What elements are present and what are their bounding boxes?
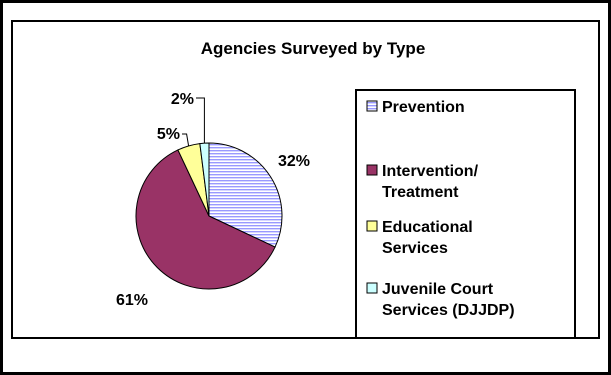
legend-swatch-educational-services — [366, 220, 378, 232]
legend-label-prevention: Prevention — [382, 99, 465, 116]
legend-item-juvenile-court-services: Juvenile Court Services (DJJDP) — [366, 281, 515, 319]
legend-label-juvenile-court-services: Juvenile Court Services (DJJDP) — [382, 281, 515, 319]
legend-swatch-intervention-treatment — [366, 164, 378, 176]
data-label-prevention: 32% — [278, 153, 310, 170]
leader-line-juvenile-court-services — [196, 97, 205, 144]
pie — [135, 142, 283, 290]
data-label-juvenile-court-services: 2% — [171, 91, 194, 108]
legend-swatch-prevention — [366, 100, 378, 112]
pie-slice-prevention — [208, 142, 283, 248]
legend-label-intervention-treatment: Intervention/Treatment — [382, 163, 479, 201]
data-label-intervention-treatment: 61% — [116, 292, 148, 309]
data-label-educational-services: 5% — [157, 126, 180, 143]
pie-slice-juvenile-court-services — [199, 142, 210, 217]
legend-swatch-juvenile-court-services — [366, 282, 378, 294]
legend-label-educational-services: Educational Services — [382, 219, 473, 257]
legend-item-educational-services: Educational Services — [366, 219, 473, 257]
legend-box — [355, 89, 576, 339]
legend-item-intervention-treatment: Intervention/Treatment — [366, 163, 479, 201]
legend: Prevention Intervention/Treatment Educatio… — [366, 99, 515, 319]
chart-title: Agencies Surveyed by Type — [201, 39, 426, 58]
leader-line-educational-services — [182, 133, 190, 146]
data-labels: 32% 61% 5% 2% — [116, 91, 310, 309]
legend-item-prevention: Prevention — [366, 99, 465, 116]
pie-slice-intervention-treatment — [135, 149, 276, 290]
